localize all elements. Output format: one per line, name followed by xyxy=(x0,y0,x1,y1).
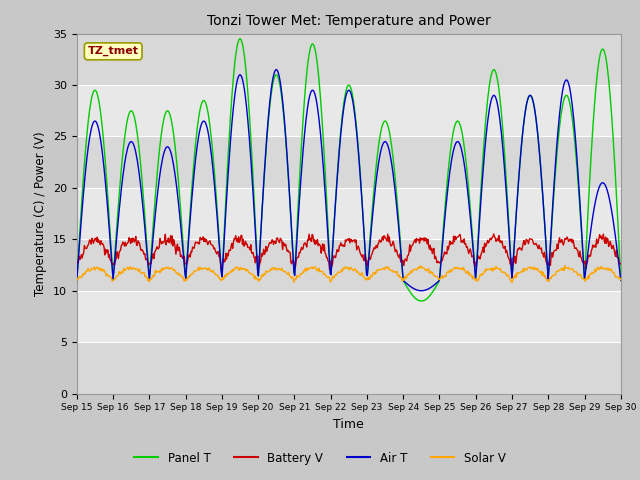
Air T xyxy=(417,288,425,294)
Battery V xyxy=(83,246,90,252)
Solar V xyxy=(83,268,90,274)
Panel T xyxy=(194,120,202,126)
Air T xyxy=(194,138,202,144)
Air T xyxy=(273,67,280,72)
Air T xyxy=(617,277,625,283)
Panel T xyxy=(417,298,425,304)
Panel T xyxy=(223,181,230,187)
Bar xyxy=(77,34,621,85)
Line: Air T: Air T xyxy=(77,70,621,291)
Solar V xyxy=(561,263,569,268)
Air T xyxy=(73,277,81,283)
Solar V xyxy=(223,271,230,277)
Text: TZ_tmet: TZ_tmet xyxy=(88,46,139,57)
Line: Solar V: Solar V xyxy=(77,265,621,283)
Air T xyxy=(433,280,440,286)
Battery V xyxy=(139,247,147,253)
Solar V xyxy=(415,265,422,271)
Solar V xyxy=(431,273,438,279)
Bar xyxy=(77,291,621,342)
Battery V xyxy=(73,261,81,266)
Battery V xyxy=(223,256,230,262)
Solar V xyxy=(139,270,147,276)
Panel T xyxy=(139,184,147,190)
Solar V xyxy=(508,280,516,286)
Solar V xyxy=(194,266,202,272)
Solar V xyxy=(73,278,81,284)
Battery V xyxy=(431,253,439,259)
Air T xyxy=(83,157,90,163)
Line: Panel T: Panel T xyxy=(77,39,621,301)
Title: Tonzi Tower Met: Temperature and Power: Tonzi Tower Met: Temperature and Power xyxy=(207,14,491,28)
Y-axis label: Temperature (C) / Power (V): Temperature (C) / Power (V) xyxy=(35,132,47,296)
Battery V xyxy=(617,261,625,267)
Air T xyxy=(416,288,424,293)
Panel T xyxy=(416,298,424,304)
Panel T xyxy=(83,134,90,140)
Battery V xyxy=(490,231,497,237)
Bar xyxy=(77,85,621,136)
Panel T xyxy=(617,277,625,283)
Battery V xyxy=(194,240,202,245)
Battery V xyxy=(416,240,424,246)
Line: Battery V: Battery V xyxy=(77,234,621,269)
Battery V xyxy=(326,266,333,272)
Panel T xyxy=(73,277,81,283)
Air T xyxy=(223,195,230,201)
Air T xyxy=(139,201,147,207)
Solar V xyxy=(617,277,625,283)
X-axis label: Time: Time xyxy=(333,418,364,431)
Bar xyxy=(77,136,621,188)
Bar xyxy=(77,188,621,240)
Legend: Panel T, Battery V, Air T, Solar V: Panel T, Battery V, Air T, Solar V xyxy=(130,447,510,469)
Bar xyxy=(77,342,621,394)
Panel T xyxy=(433,283,440,289)
Panel T xyxy=(236,36,244,42)
Bar xyxy=(77,240,621,291)
